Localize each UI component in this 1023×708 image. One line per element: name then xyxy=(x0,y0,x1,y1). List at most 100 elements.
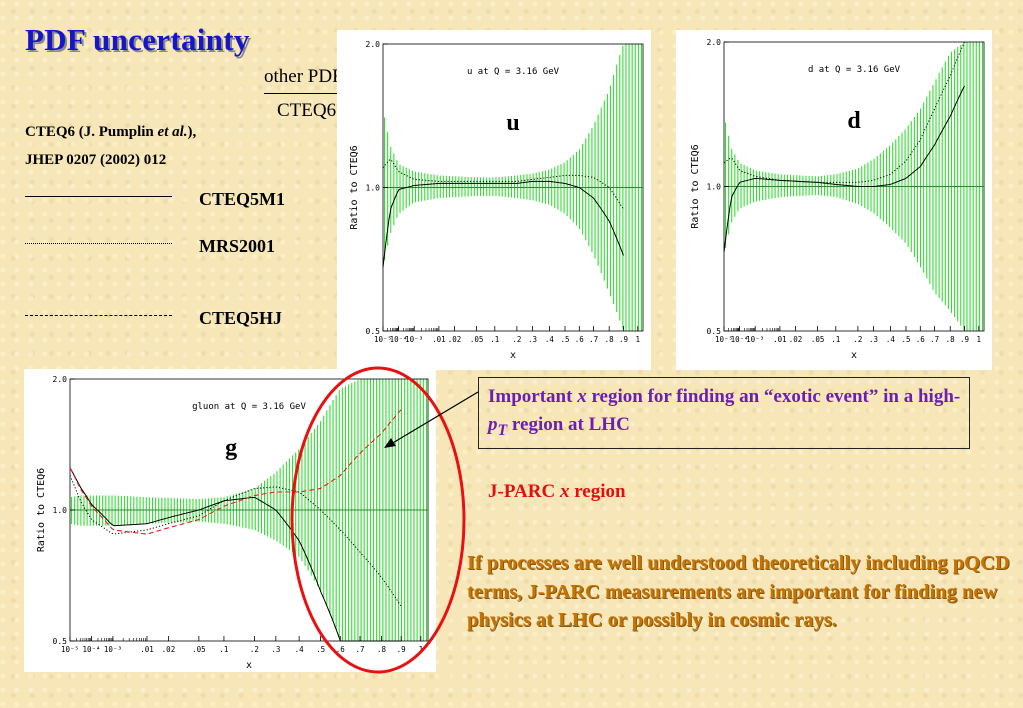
plot-area: 0.51.02.010⁻⁵10⁻⁴10⁻³.01.02.05.1.2.3.4.5… xyxy=(349,40,644,361)
x-tick-label: .5 xyxy=(560,335,569,344)
x-tick-label: .7 xyxy=(930,335,939,344)
reference: CTEQ6 (J. Pumplin et al.), JHEP 0207 (20… xyxy=(25,118,196,174)
y-tick-label: 1.0 xyxy=(53,506,68,515)
callout-p: p xyxy=(488,414,498,435)
series-cteq5m1 xyxy=(382,180,624,268)
legend-label-cteq5hj: CTEQ5HJ xyxy=(199,308,283,328)
x-tick-label: .01 xyxy=(432,335,446,344)
x-tick-label: .6 xyxy=(336,645,346,654)
ratio-denominator: CTEQ6 xyxy=(277,100,337,121)
x-tick-label: 1 xyxy=(636,335,641,344)
legend-line-dashed xyxy=(25,315,172,316)
chart-panel-u: 0.5 1.0 2.0 10⁻⁵10⁻⁴10⁻³ .01.02 .05 .1 .2 .3 .4 .5… xyxy=(337,30,651,370)
panel-label: g xyxy=(225,435,237,461)
y-tick-label: 0.5 xyxy=(707,327,722,336)
chart-title: u at Q = 3.16 GeV xyxy=(467,67,560,77)
chart-title: gluon at Q = 3.16 GeV xyxy=(192,402,306,412)
series-mrs2001 xyxy=(69,475,402,607)
x-tick-label: .02 xyxy=(789,335,803,344)
reference-line-2: JHEP 0207 (2002) 012 xyxy=(25,152,167,168)
x-tick-label: .3 xyxy=(528,335,537,344)
x-tick-label: 10⁻⁵ xyxy=(715,335,733,344)
plot-area: 0.51.02.010⁻⁵10⁻⁴10⁻³.01.02.05.1.2.3.4.5… xyxy=(690,38,985,361)
x-tick-label: 10⁻⁵ xyxy=(61,645,79,654)
reference-authors: CTEQ6 (J. Pumplin xyxy=(25,124,158,140)
conclusion-text: If processes are well understood theoret… xyxy=(467,552,1010,631)
y-tick-label: 2.0 xyxy=(707,38,722,47)
legend-label-mrs2001: MRS2001 xyxy=(199,236,275,256)
panel-label: d xyxy=(847,108,861,134)
page-title: PDF uncertainty xyxy=(25,22,250,57)
x-tick-label: .1 xyxy=(490,335,499,344)
callout-x: x xyxy=(577,386,587,407)
x-tick-label: .4 xyxy=(295,645,305,654)
ratio-fraction-bar xyxy=(264,93,364,94)
x-tick-label: .7 xyxy=(355,645,364,654)
x-tick-label: .6 xyxy=(916,335,926,344)
x-tick-label: 10⁻³ xyxy=(746,335,764,344)
callout-sub-t: T xyxy=(497,421,508,439)
x-tick-label: 10⁻³ xyxy=(104,645,122,654)
x-tick-label: .8 xyxy=(946,335,956,344)
chart-panel-d: 0.5 1.0 2.0 10⁻⁵10⁻⁴10⁻³ .01.02 .05 .1 .2 .3 .4 .5… xyxy=(676,30,992,370)
x-tick-label: 10⁻⁴ xyxy=(731,335,749,344)
x-tick-label: .02 xyxy=(448,335,462,344)
series-mrs2001 xyxy=(382,158,624,210)
legend-label-cteq5m1: CTEQ5M1 xyxy=(199,189,286,209)
callout-text-a: Important xyxy=(488,386,578,407)
x-tick-label: .9 xyxy=(619,335,628,344)
x-tick-label: .1 xyxy=(219,645,228,654)
x-tick-label: .01 xyxy=(773,335,787,344)
y-axis-label: Ratio to CTEQ6 xyxy=(690,144,701,228)
x-axis-label: x xyxy=(246,660,252,671)
callout-text-b: region for finding an “exotic event” in … xyxy=(586,386,961,407)
jparc-text-b: region xyxy=(569,481,626,502)
y-tick-label: 1.0 xyxy=(366,184,381,193)
y-tick-label: 0.5 xyxy=(53,637,68,646)
x-tick-label: 10⁻⁴ xyxy=(390,335,408,344)
x-tick-label: .9 xyxy=(960,335,969,344)
x-tick-label: .02 xyxy=(162,645,176,654)
jparc-x: x xyxy=(559,481,570,502)
legend-line-solid xyxy=(25,196,172,197)
x-tick-label: .2 xyxy=(853,335,862,344)
reference-et-al: et al. xyxy=(157,124,188,140)
x-tick-label: .8 xyxy=(377,645,387,654)
reference-close: ), xyxy=(187,124,197,140)
x-tick-label: .7 xyxy=(589,335,598,344)
x-tick-label: 10⁻⁵ xyxy=(374,335,392,344)
series-mrs2001 xyxy=(723,41,965,183)
x-tick-label: .8 xyxy=(605,335,615,344)
panel-label: u xyxy=(506,110,519,136)
x-axis-label: x xyxy=(510,350,516,361)
y-axis-label: Ratio to CTEQ6 xyxy=(36,468,47,552)
y-tick-label: 2.0 xyxy=(53,375,68,384)
x-tick-label: 1 xyxy=(977,335,982,344)
x-tick-label: .5 xyxy=(316,645,325,654)
x-tick-label: .6 xyxy=(575,335,585,344)
jparc-text-a: J-PARC xyxy=(488,481,560,502)
x-tick-label: .2 xyxy=(250,645,259,654)
chart-panel-g: 0.5 1.0 2.0 10⁻⁵ 10⁻⁴ 10⁻³ .01 .02 .05 .1 .2 .3 .4 .5… xyxy=(24,369,436,672)
y-tick-label: 1.0 xyxy=(707,183,722,192)
x-tick-label: .05 xyxy=(192,645,206,654)
x-tick-label: 10⁻⁴ xyxy=(82,645,100,654)
reference-line-1: CTEQ6 (J. Pumplin et al.), xyxy=(25,118,196,146)
x-tick-label: .01 xyxy=(140,645,154,654)
y-tick-label: 2.0 xyxy=(366,40,381,49)
x-tick-label: .1 xyxy=(831,335,840,344)
x-tick-label: 1 xyxy=(419,645,424,654)
ratio-numerator: other PDF xyxy=(264,66,343,87)
x-tick-label: .2 xyxy=(512,335,521,344)
y-axis-label: Ratio to CTEQ6 xyxy=(349,145,360,229)
x-tick-label: .3 xyxy=(271,645,280,654)
x-tick-label: 10⁻³ xyxy=(405,335,423,344)
callout-text: Important x region for finding an “exoti… xyxy=(488,383,966,445)
x-tick-label: .5 xyxy=(901,335,910,344)
legend-line-dotted xyxy=(25,243,172,244)
x-tick-label: .05 xyxy=(470,335,484,344)
x-tick-label: .3 xyxy=(869,335,878,344)
chart-title: d at Q = 3.16 GeV xyxy=(808,65,901,75)
x-axis-label: x xyxy=(851,350,857,361)
